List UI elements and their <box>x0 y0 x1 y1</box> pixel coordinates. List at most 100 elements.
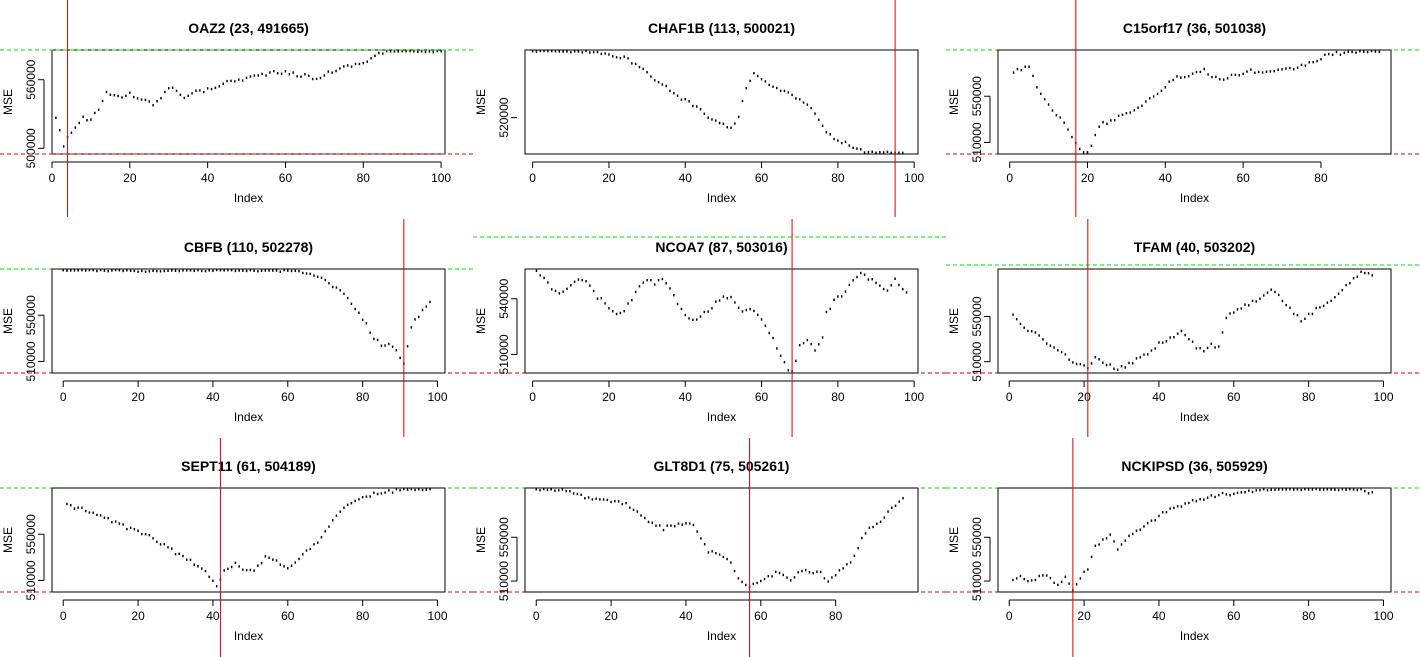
data-point <box>1337 292 1340 295</box>
data-point <box>1195 347 1198 350</box>
data-point <box>376 338 379 342</box>
data-point <box>156 99 158 103</box>
data-point <box>320 536 323 539</box>
data-point <box>418 488 420 491</box>
data-point <box>1320 58 1322 61</box>
data-point <box>70 131 73 134</box>
data-point <box>1012 71 1015 74</box>
data-point <box>625 501 627 505</box>
data-point <box>756 581 758 585</box>
data-point <box>1053 581 1055 584</box>
data-point <box>1343 51 1346 54</box>
data-point <box>238 565 240 568</box>
data-point <box>737 306 740 309</box>
data-point <box>882 287 885 291</box>
data-point <box>109 93 112 96</box>
data-point <box>546 488 549 492</box>
data-point <box>752 582 755 586</box>
data-point <box>159 270 162 273</box>
data-point <box>592 50 595 54</box>
data-point <box>208 269 210 272</box>
data-point <box>132 95 135 99</box>
data-point <box>1289 66 1291 70</box>
data-point <box>669 287 671 290</box>
data-point <box>834 574 837 577</box>
panel-title: SEPT11 (61, 504189) <box>181 458 316 474</box>
data-point <box>1330 299 1332 303</box>
data-point <box>1352 276 1355 280</box>
data-point <box>62 269 64 272</box>
data-point <box>1262 487 1265 491</box>
data-point <box>152 269 154 273</box>
data-point <box>760 579 762 583</box>
data-point <box>795 359 797 363</box>
data-point <box>657 278 660 282</box>
data-point <box>339 510 341 513</box>
data-point <box>313 543 315 546</box>
y-tick-label: 550000 <box>970 76 984 116</box>
data-point <box>429 487 431 491</box>
data-point <box>208 575 210 579</box>
data-point <box>1079 362 1082 366</box>
x-tick-label: 40 <box>201 171 215 185</box>
data-point <box>1324 53 1326 57</box>
data-point <box>795 97 797 100</box>
y-tick-label: 510000 <box>24 560 38 600</box>
data-point <box>1307 488 1310 491</box>
data-point <box>573 50 576 53</box>
y-axis-label: MSE <box>1 527 15 553</box>
x-tick-label: 60 <box>1227 390 1241 404</box>
data-point <box>1075 362 1078 366</box>
data-point <box>210 87 213 91</box>
data-point <box>335 286 338 289</box>
x-axis-label: Index <box>707 191 736 205</box>
data-point <box>206 87 209 90</box>
data-point <box>741 99 744 103</box>
data-point <box>734 301 736 304</box>
data-point <box>185 269 188 272</box>
data-point <box>1028 65 1030 68</box>
data-point <box>1187 74 1190 78</box>
data-point <box>848 283 851 287</box>
data-point <box>879 520 882 524</box>
data-point <box>178 269 181 273</box>
data-point <box>370 57 372 60</box>
data-point <box>118 269 121 272</box>
data-point <box>1207 73 1209 76</box>
data-point <box>193 563 195 566</box>
y-tick-label: 510000 <box>970 561 984 601</box>
data-point <box>1240 491 1243 494</box>
data-point <box>1105 537 1108 540</box>
data-point <box>1131 362 1134 365</box>
data-point <box>421 308 424 312</box>
data-point <box>692 318 694 322</box>
data-point <box>1225 316 1228 320</box>
x-axis-label: Index <box>234 629 263 643</box>
chart-panel-3: C15orf17 (36, 501038) 0 20 40 60 80 Index 51000… <box>946 0 1420 217</box>
data-point <box>92 511 94 515</box>
data-point <box>117 94 119 98</box>
data-point <box>74 126 77 129</box>
data-point <box>339 67 341 70</box>
data-point <box>852 279 854 282</box>
data-point <box>842 567 844 570</box>
data-point <box>673 294 675 297</box>
data-point <box>260 269 263 273</box>
data-point <box>350 302 353 305</box>
data-point <box>389 50 392 53</box>
data-point <box>1203 67 1205 71</box>
plot-box <box>997 268 1392 374</box>
data-point <box>580 493 582 497</box>
data-point <box>62 145 65 148</box>
data-point <box>376 492 379 496</box>
data-point <box>1259 488 1261 492</box>
data-point <box>619 311 622 315</box>
data-point <box>199 89 201 92</box>
data-point <box>688 522 691 525</box>
x-tick-label: 60 <box>755 390 769 404</box>
data-point <box>638 65 641 69</box>
data-point <box>547 49 549 53</box>
data-point <box>726 296 728 300</box>
y-axis-label: MSE <box>474 89 488 115</box>
x-tick-label: 20 <box>131 609 145 623</box>
